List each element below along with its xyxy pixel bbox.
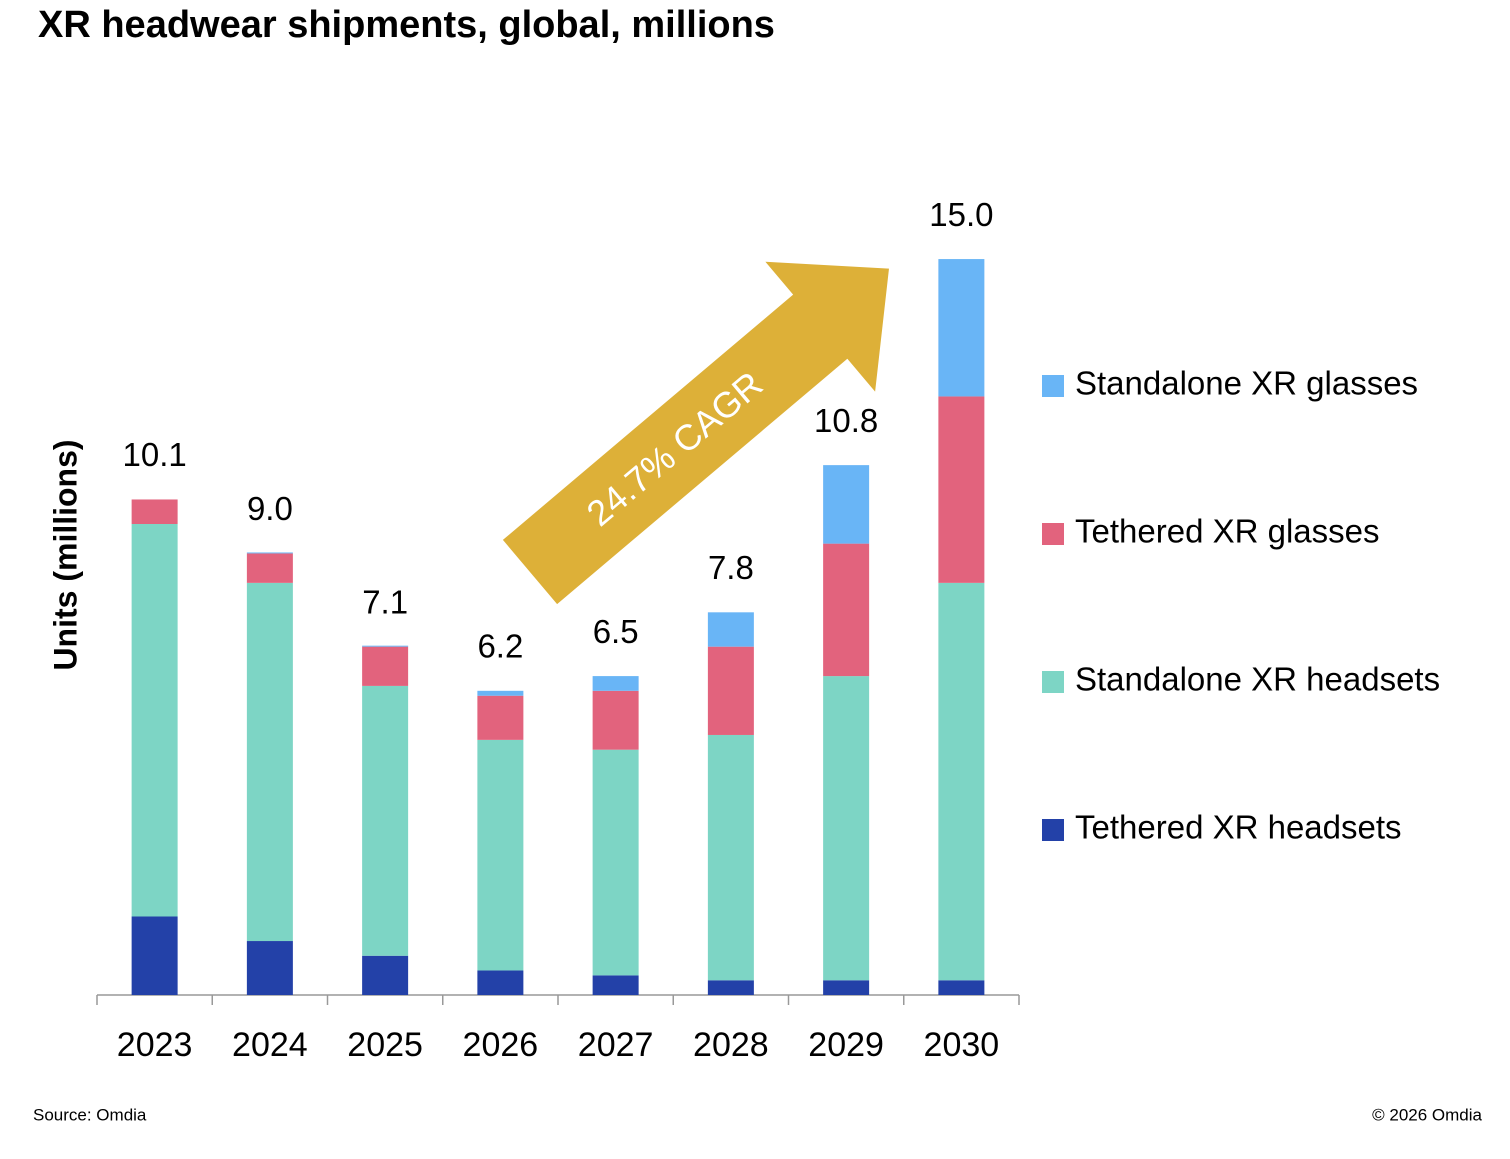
bar-segment xyxy=(938,396,985,583)
legend-label: Tethered XR headsets xyxy=(1075,809,1402,846)
annotation: 24.7% CAGR xyxy=(579,363,771,534)
legend-swatch xyxy=(1042,375,1064,397)
bar-segment xyxy=(707,734,754,981)
bar-segment xyxy=(131,524,178,917)
y-axis-label: Units (millions) xyxy=(47,439,83,670)
total-label: 6.5 xyxy=(593,613,639,650)
bar-segment xyxy=(592,975,639,995)
bar-segment xyxy=(592,749,639,976)
x-tick-label: 2026 xyxy=(463,1026,539,1064)
bar-segment xyxy=(131,499,178,524)
bar-segment xyxy=(707,980,754,995)
bar-segment xyxy=(592,690,639,750)
bar-segment xyxy=(246,941,293,995)
bar-segment xyxy=(938,582,985,981)
bar-segment xyxy=(592,676,639,691)
bar-segment xyxy=(131,916,178,995)
x-tick-label: 2023 xyxy=(117,1026,193,1064)
chart-title: XR headwear shipments, global, millions xyxy=(38,4,775,46)
legend-label: Tethered XR glasses xyxy=(1075,513,1380,550)
bar-segment xyxy=(938,259,985,397)
bar-segment xyxy=(823,465,870,544)
x-tick-label: 2028 xyxy=(693,1026,769,1064)
bar-segment xyxy=(477,970,524,995)
bar-segment xyxy=(362,955,409,995)
legend-swatch xyxy=(1042,671,1064,693)
arrow-shape xyxy=(502,261,889,605)
bar-segment xyxy=(477,695,524,740)
bar-segment xyxy=(477,739,524,971)
bar-segment xyxy=(477,690,524,696)
bar-segment xyxy=(707,612,754,647)
bar-segment xyxy=(362,685,409,956)
total-label: 9.0 xyxy=(247,490,293,527)
bar-segment xyxy=(362,645,409,647)
bar-segment xyxy=(246,553,293,583)
total-label: 6.2 xyxy=(477,628,523,665)
x-tick-label: 2029 xyxy=(808,1026,884,1064)
bar-segment xyxy=(246,552,293,554)
bar-segment xyxy=(246,582,293,942)
legend-label: Standalone XR headsets xyxy=(1075,661,1440,698)
bar-segment xyxy=(823,980,870,995)
bar-segment xyxy=(707,646,754,735)
x-tick-label: 2024 xyxy=(232,1026,308,1064)
legend-swatch xyxy=(1042,523,1064,545)
x-tick-label: 2025 xyxy=(347,1026,423,1064)
total-label: 7.8 xyxy=(708,549,754,586)
bar-segment xyxy=(362,646,409,686)
total-label: 10.1 xyxy=(123,436,187,473)
total-label: 10.8 xyxy=(814,402,878,439)
total-label: 7.1 xyxy=(362,583,408,620)
bar-segment xyxy=(823,676,870,981)
legend-label: Standalone XR glasses xyxy=(1075,365,1418,402)
total-label: 15.0 xyxy=(929,196,993,233)
x-tick-label: 2027 xyxy=(578,1026,654,1064)
bar-segment xyxy=(938,980,985,995)
source: Source: Omdia xyxy=(33,1105,147,1124)
copyright: © 2026 Omdia xyxy=(1372,1105,1482,1124)
bar-segment xyxy=(823,543,870,677)
legend-swatch xyxy=(1042,819,1064,841)
x-tick-label: 2030 xyxy=(924,1026,1000,1064)
